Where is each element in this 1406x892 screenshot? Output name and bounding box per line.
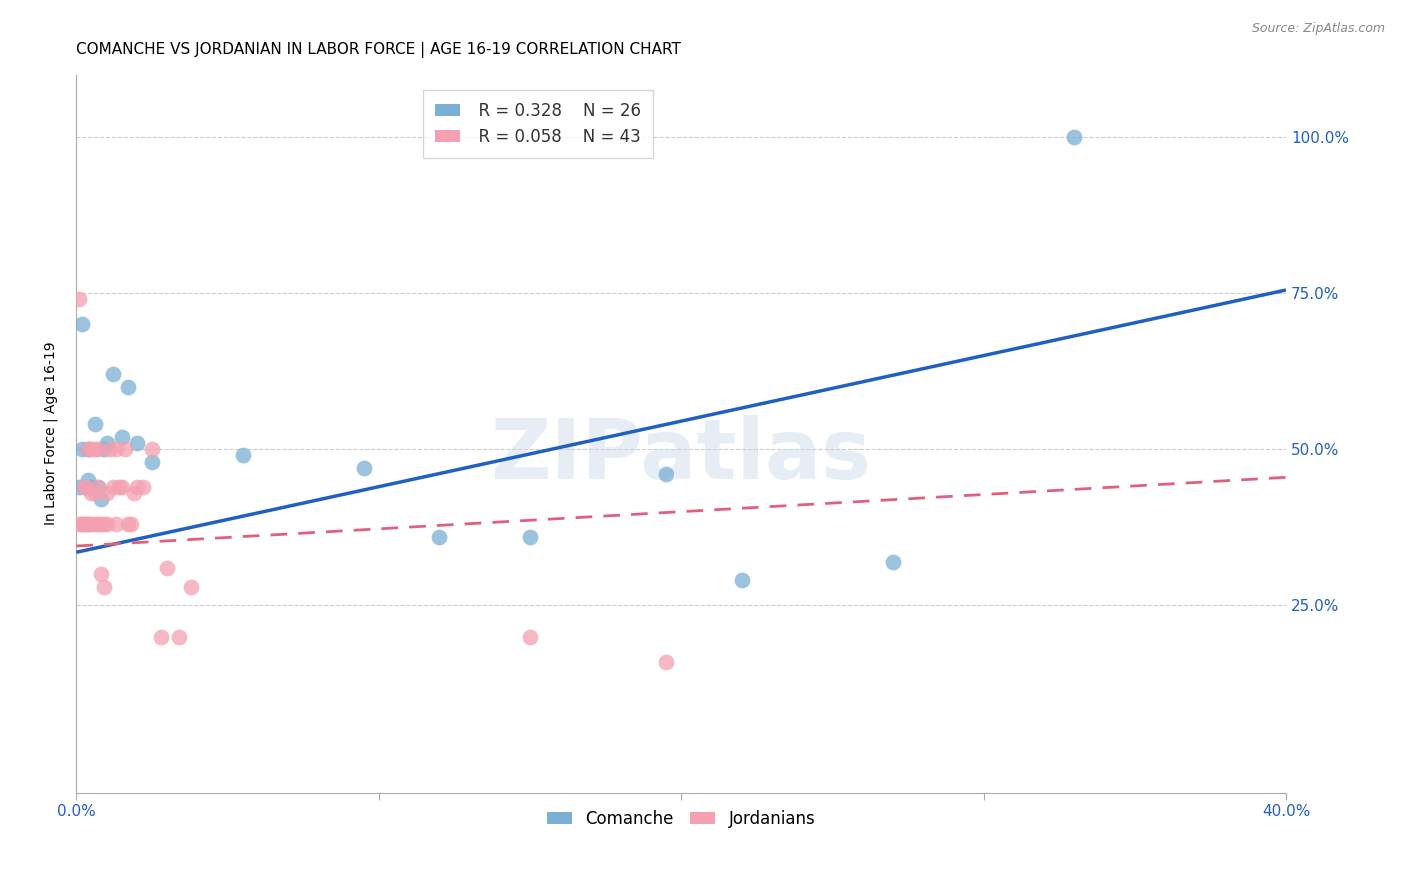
Point <box>427 530 450 544</box>
Point <box>1063 130 1085 145</box>
Point <box>101 480 124 494</box>
Point <box>90 517 112 532</box>
Point <box>86 480 108 494</box>
Point <box>90 492 112 507</box>
Point <box>72 517 94 532</box>
Point <box>353 461 375 475</box>
Point <box>77 517 100 532</box>
Point <box>117 380 139 394</box>
Point <box>111 430 134 444</box>
Point <box>72 442 94 457</box>
Point <box>72 318 94 332</box>
Point <box>232 449 254 463</box>
Point <box>101 368 124 382</box>
Point <box>167 630 190 644</box>
Point <box>125 436 148 450</box>
Point <box>150 630 173 644</box>
Point <box>75 480 97 494</box>
Point <box>80 486 103 500</box>
Point <box>75 517 97 532</box>
Point <box>83 417 105 432</box>
Point <box>180 580 202 594</box>
Point <box>107 480 129 494</box>
Point <box>83 517 105 532</box>
Point <box>882 555 904 569</box>
Point <box>86 517 108 532</box>
Point <box>93 517 115 532</box>
Point <box>80 480 103 494</box>
Point <box>75 480 97 494</box>
Point <box>120 517 142 532</box>
Y-axis label: In Labor Force | Age 16-19: In Labor Force | Age 16-19 <box>44 342 58 525</box>
Legend: Comanche, Jordanians: Comanche, Jordanians <box>540 804 823 835</box>
Point <box>655 467 678 482</box>
Point <box>122 486 145 500</box>
Point <box>72 517 94 532</box>
Point <box>80 517 103 532</box>
Point <box>86 480 108 494</box>
Text: ZIPatlas: ZIPatlas <box>491 415 872 496</box>
Point <box>96 436 118 450</box>
Point <box>77 517 100 532</box>
Point <box>156 561 179 575</box>
Point <box>67 480 90 494</box>
Point <box>132 480 155 494</box>
Point <box>519 530 541 544</box>
Text: COMANCHE VS JORDANIAN IN LABOR FORCE | AGE 16-19 CORRELATION CHART: COMANCHE VS JORDANIAN IN LABOR FORCE | A… <box>76 42 682 58</box>
Point <box>77 474 100 488</box>
Point <box>141 455 163 469</box>
Point <box>80 442 103 457</box>
Point <box>114 442 136 457</box>
Point <box>98 442 121 457</box>
Point <box>67 517 90 532</box>
Point <box>111 480 134 494</box>
Point <box>104 442 127 457</box>
Point <box>93 580 115 594</box>
Point <box>519 630 541 644</box>
Point <box>93 442 115 457</box>
Point <box>83 486 105 500</box>
Point <box>125 480 148 494</box>
Point <box>83 442 105 457</box>
Point <box>77 442 100 457</box>
Point <box>77 442 100 457</box>
Point <box>730 574 752 588</box>
Point <box>104 517 127 532</box>
Point <box>75 480 97 494</box>
Point <box>96 517 118 532</box>
Point <box>141 442 163 457</box>
Point <box>67 293 90 307</box>
Point <box>655 655 678 669</box>
Point <box>90 567 112 582</box>
Point <box>86 442 108 457</box>
Point <box>117 517 139 532</box>
Text: Source: ZipAtlas.com: Source: ZipAtlas.com <box>1251 22 1385 36</box>
Point <box>96 486 118 500</box>
